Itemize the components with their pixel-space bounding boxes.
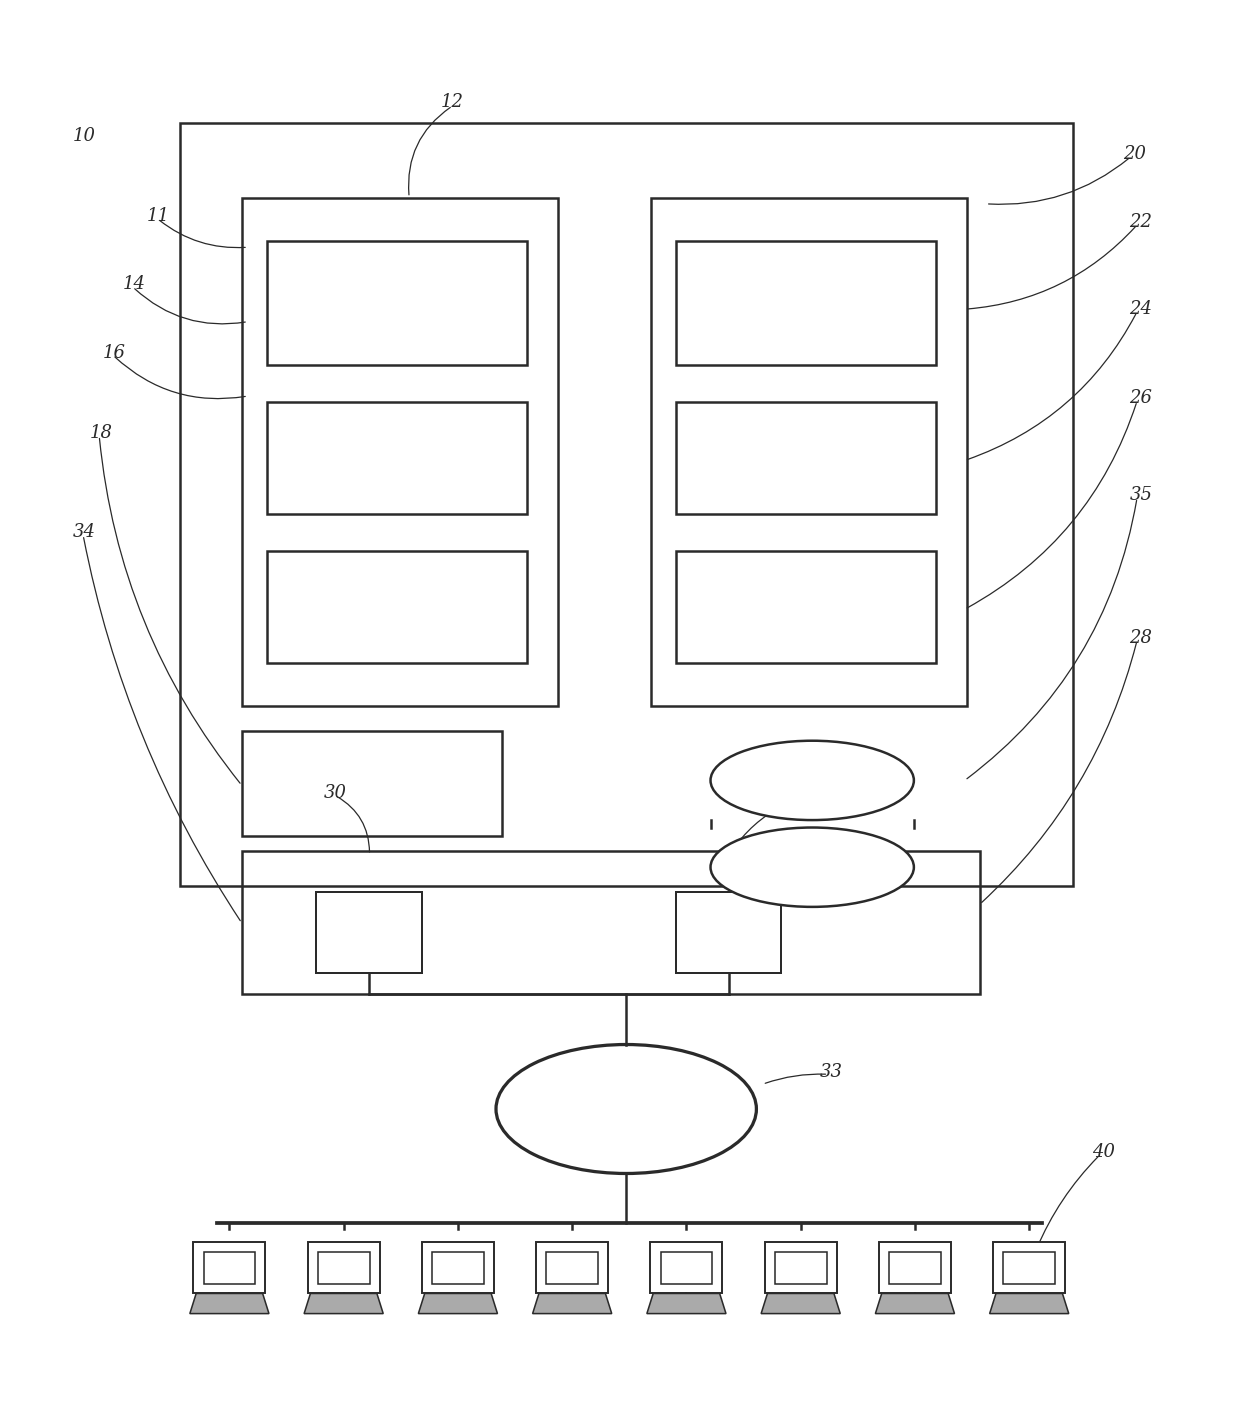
Bar (317, 1252, 370, 1284)
Text: 26: 26 (1130, 390, 1152, 408)
Text: 12: 12 (441, 93, 464, 112)
Polygon shape (190, 1293, 269, 1313)
Bar (651, 198, 967, 706)
Bar (676, 892, 781, 973)
Bar (676, 551, 936, 662)
Bar (1003, 1252, 1055, 1284)
Text: 34: 34 (73, 524, 95, 541)
Text: 30: 30 (324, 784, 346, 802)
Text: 33: 33 (820, 1063, 842, 1080)
Text: 32: 32 (844, 784, 867, 802)
Bar (193, 1241, 265, 1293)
Polygon shape (647, 1293, 725, 1313)
Text: 14: 14 (123, 275, 145, 294)
Bar (267, 241, 527, 364)
Bar (775, 1252, 827, 1284)
Text: 28: 28 (1130, 628, 1152, 647)
Bar (308, 1241, 379, 1293)
Text: 24: 24 (1130, 301, 1152, 318)
Bar (432, 1252, 484, 1284)
Bar (242, 731, 502, 836)
Bar (765, 1241, 837, 1293)
Text: 10: 10 (73, 127, 95, 144)
Bar (661, 1252, 712, 1284)
Bar (422, 1241, 494, 1293)
Text: 22: 22 (1130, 213, 1152, 232)
Text: 35: 35 (1130, 486, 1152, 504)
Ellipse shape (711, 827, 914, 907)
Bar (267, 551, 527, 662)
Polygon shape (990, 1293, 1069, 1313)
Text: 11: 11 (148, 208, 170, 225)
Text: 40: 40 (1092, 1144, 1115, 1162)
Ellipse shape (711, 741, 914, 820)
Bar (889, 1252, 941, 1284)
Polygon shape (304, 1293, 383, 1313)
Polygon shape (418, 1293, 497, 1313)
Bar (676, 241, 936, 364)
Text: 18: 18 (91, 424, 113, 442)
Bar (242, 851, 980, 994)
Bar (879, 1241, 951, 1293)
Bar (203, 1252, 255, 1284)
Bar (242, 198, 558, 706)
Bar (676, 402, 936, 514)
Text: 16: 16 (103, 343, 125, 361)
Polygon shape (875, 1293, 955, 1313)
Bar (180, 123, 1073, 885)
Bar (267, 402, 527, 514)
Polygon shape (761, 1293, 841, 1313)
Bar (316, 892, 422, 973)
Bar (547, 1252, 598, 1284)
Bar (993, 1241, 1065, 1293)
Bar (536, 1241, 608, 1293)
Text: 20: 20 (1123, 145, 1146, 164)
Bar (651, 1241, 723, 1293)
Polygon shape (533, 1293, 611, 1313)
